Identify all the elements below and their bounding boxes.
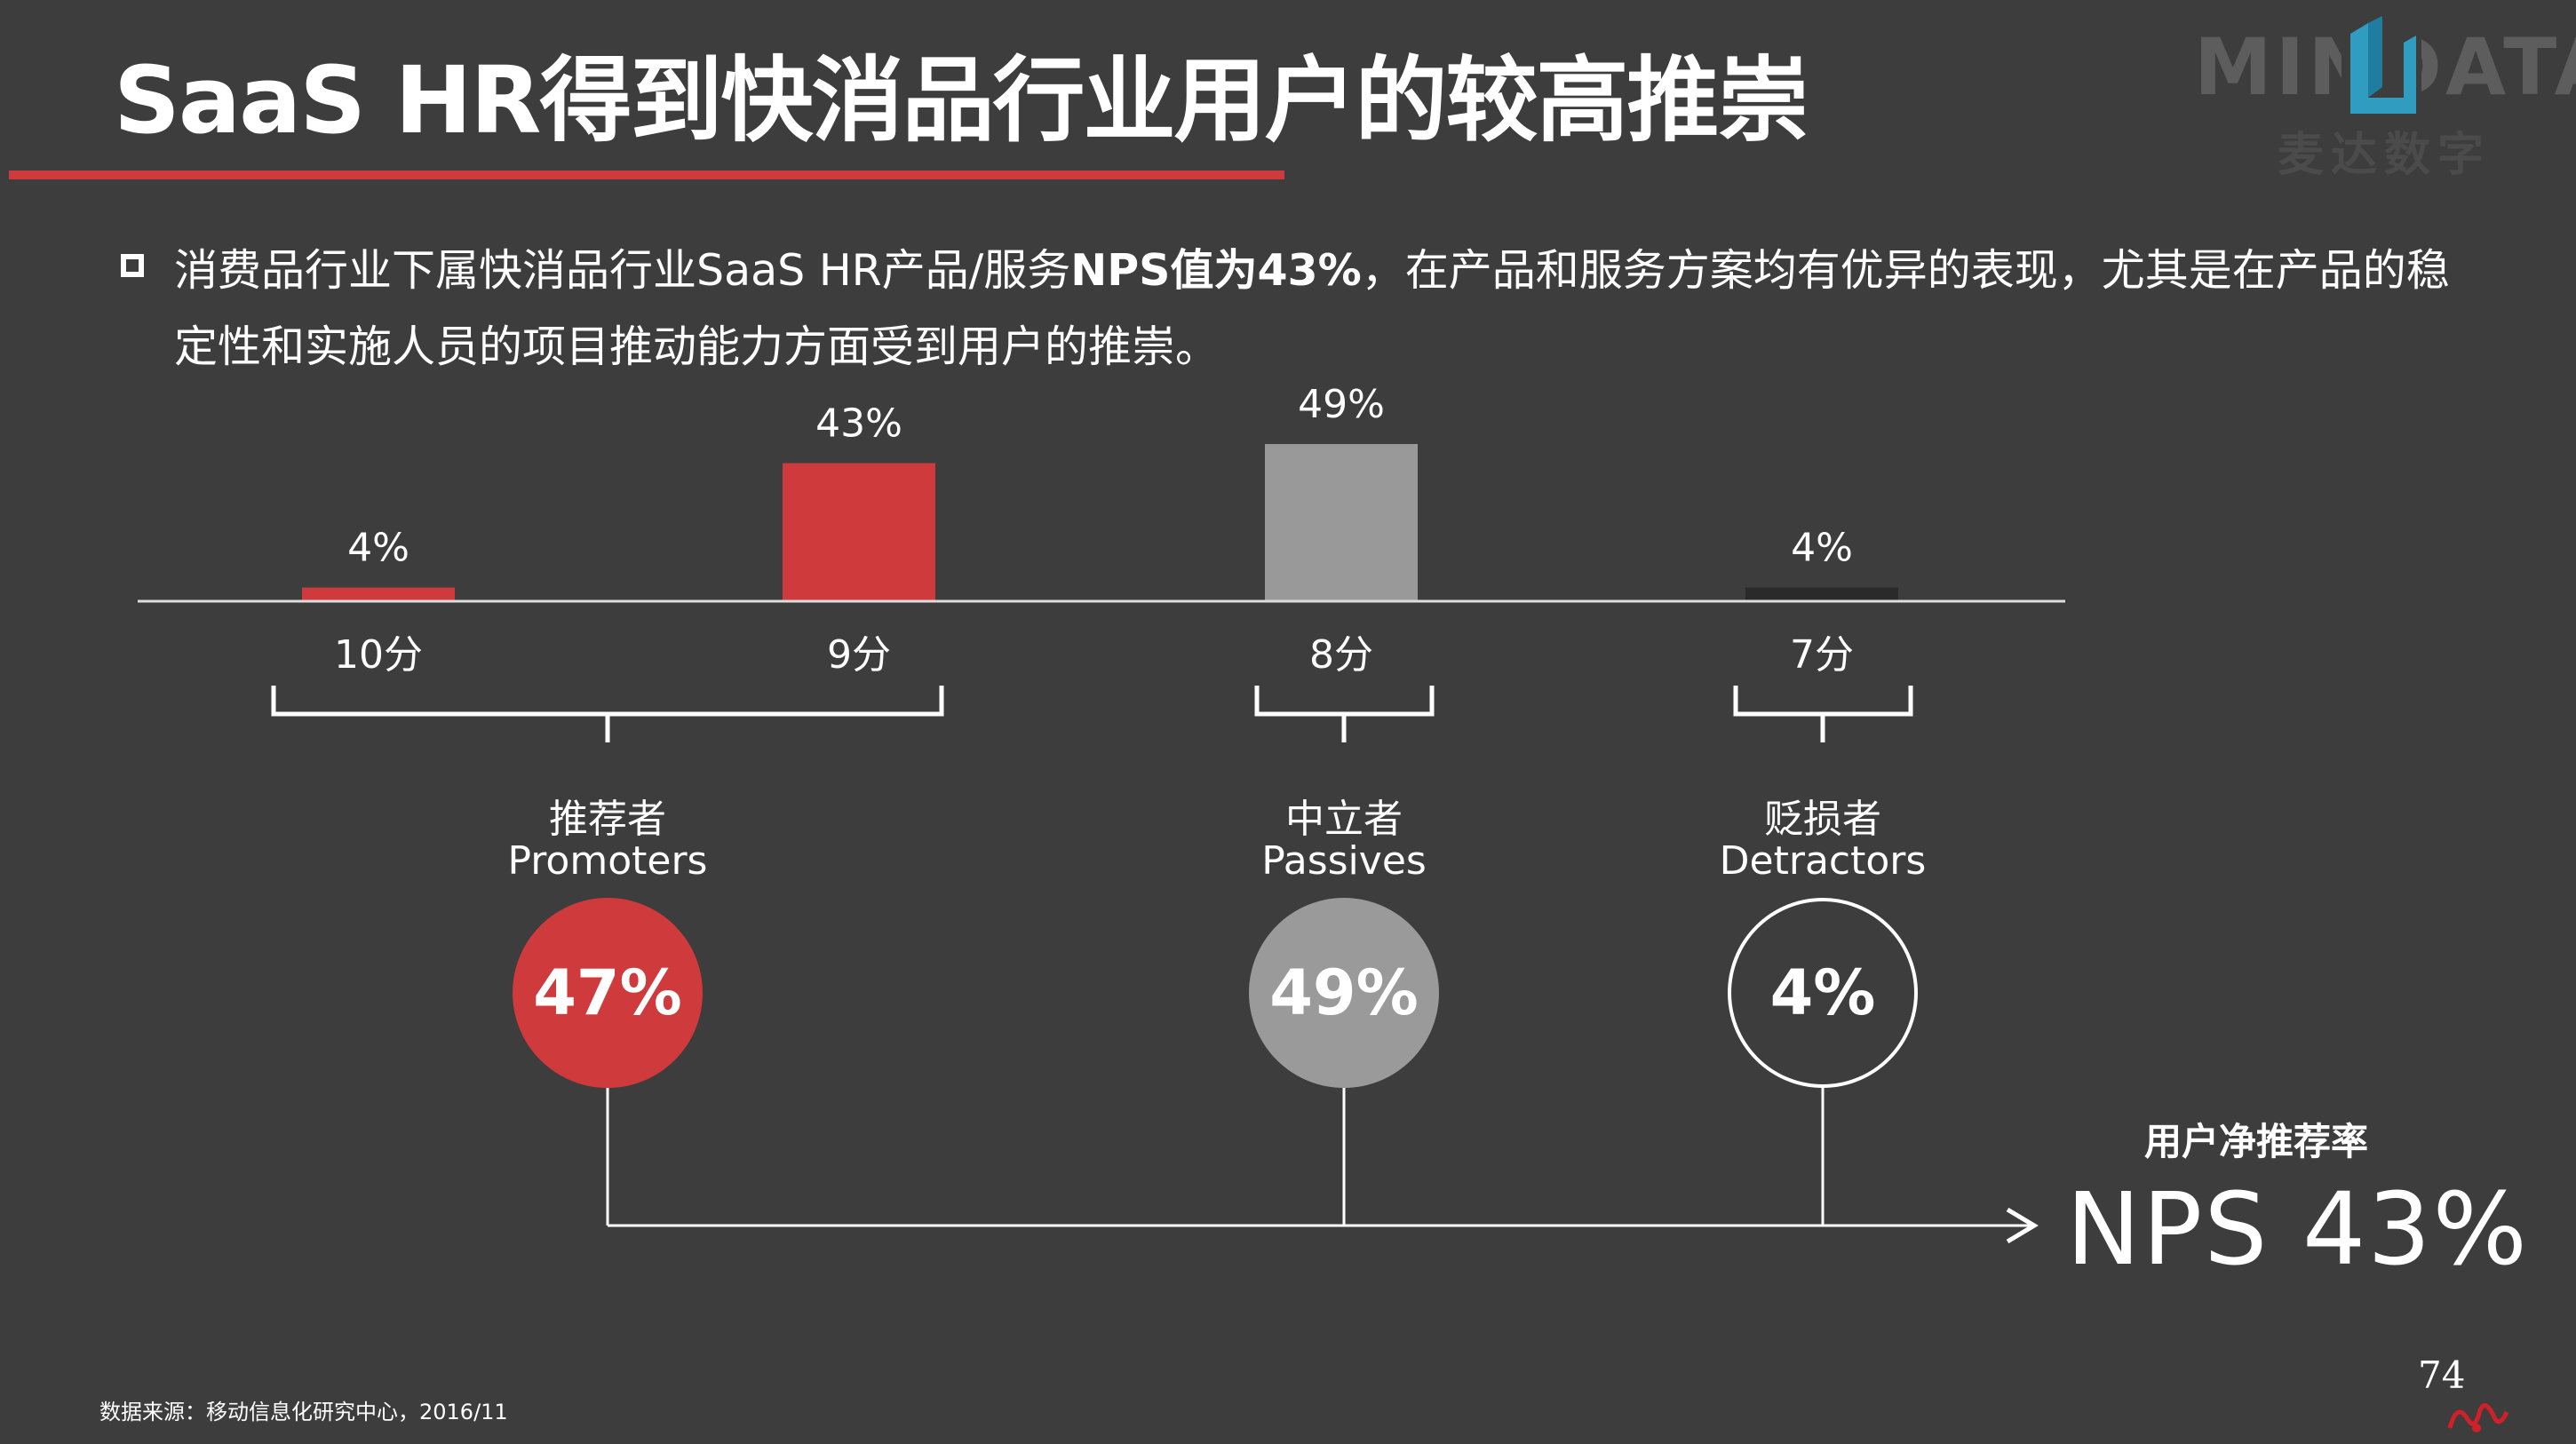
category-label-2: 8分 (1309, 632, 1373, 678)
description-part1: 消费品行业下属快消品行业SaaS HR产品/服务 (174, 245, 1071, 296)
logo-subtext: 麦达数字 (2278, 129, 2492, 182)
promoters-cn-label: 推荐者 (549, 797, 666, 842)
bar-0 (302, 587, 455, 600)
page-number: 74 (2418, 1353, 2466, 1397)
promoters-en-label: Promoters (507, 838, 708, 884)
nps-arrow-head-icon (2006, 1207, 2039, 1244)
category-label-1: 9分 (827, 632, 891, 678)
passives-cn-label: 中立者 (1285, 797, 1403, 842)
bar-value-label-0: 4% (347, 526, 409, 571)
brand-logo: MINDATA 麦达数字 (2194, 16, 2576, 190)
corner-logo-icon (2447, 1403, 2509, 1432)
bar-2 (1265, 444, 1418, 600)
bars-layer (302, 444, 1898, 600)
passives-circle: 49% (1249, 898, 1439, 1088)
bar-1 (783, 463, 935, 600)
data-source-note: 数据来源：移动信息化研究中心，2016/11 (99, 1400, 508, 1424)
title-underline (9, 171, 1284, 179)
category-label-3: 7分 (1790, 632, 1854, 678)
logo-mark-icon (2341, 16, 2421, 123)
bar-value-label-3: 4% (1791, 526, 1853, 571)
detractors-brace (1733, 686, 1913, 742)
description-part2: ，在产品和服务方案均有优异的表现，尤其是在产品的稳定性和实施人员的项目推动能力方… (174, 245, 2450, 372)
passives-en-label: Passives (1261, 838, 1427, 884)
labels-layer: 4% 10分 43% 9分 49% 8分 4% 7分 (334, 382, 1854, 678)
page-title: SaaS HR得到快消品行业用户的较高推崇 (114, 46, 1809, 155)
description-text: 消费品行业下属快消品行业SaaS HR产品/服务NPS值为43%，在产品和服务方… (174, 233, 2484, 385)
detractors-en-label: Detractors (1719, 838, 1927, 884)
promoters-circle: 47% (513, 898, 703, 1088)
bullet-square-icon (121, 254, 144, 277)
nps-label: 用户净推荐率 (2143, 1120, 2368, 1163)
nps-value: NPS 43% (2066, 1172, 2529, 1288)
detractors-cn-label: 贬损者 (1764, 797, 1881, 842)
category-label-0: 10分 (334, 632, 423, 678)
bar-value-label-2: 49% (1298, 382, 1385, 427)
detractors-circle: 4% (1728, 898, 1918, 1088)
bar-value-label-1: 43% (815, 401, 902, 447)
promoters-brace (271, 686, 944, 742)
bar-3 (1745, 587, 1898, 600)
description-highlight: NPS值为43% (1070, 245, 1362, 296)
passives-brace (1254, 686, 1435, 742)
